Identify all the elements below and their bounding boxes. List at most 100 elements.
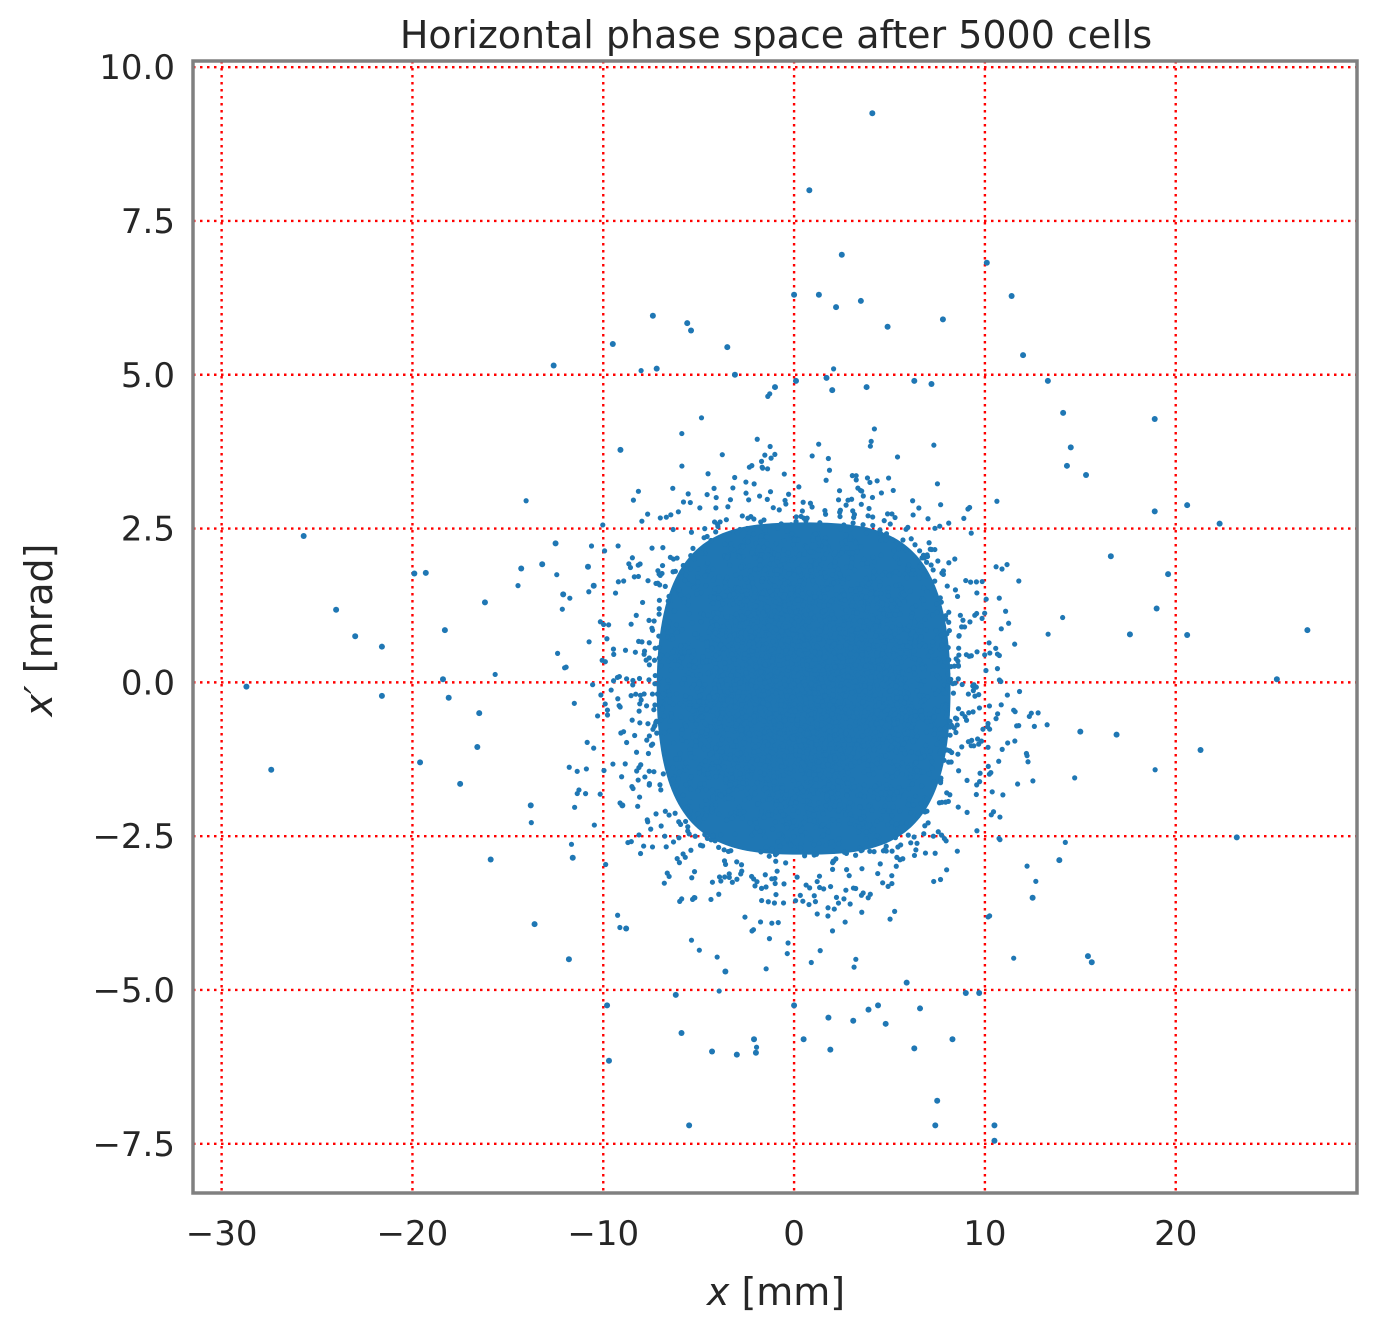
scatter-point (716, 720, 722, 726)
scatter-point (955, 676, 961, 682)
scatter-point (876, 673, 882, 679)
scatter-point (807, 563, 813, 570)
scatter-point (942, 690, 949, 696)
scatter-point (605, 1057, 612, 1064)
scatter-point (733, 1051, 740, 1058)
scatter-point (639, 599, 646, 606)
scatter-point (840, 668, 846, 674)
scatter-point (635, 488, 642, 494)
scatter-point (1035, 710, 1041, 716)
scatter-point (710, 600, 716, 606)
scatter-point (688, 937, 695, 943)
scatter-point (936, 800, 943, 806)
scatter-point (722, 541, 728, 547)
scatter-point (819, 736, 825, 743)
scatter-point (765, 702, 771, 708)
scatter-point (903, 979, 910, 986)
scatter-point (721, 847, 727, 853)
x-axis-label: x [mm] (706, 1270, 845, 1314)
scatter-point (788, 586, 795, 592)
scatter-point (728, 541, 734, 547)
scatter-point (691, 585, 697, 591)
scatter-point (955, 662, 961, 668)
scatter-point (703, 812, 709, 819)
scatter-point (912, 656, 918, 662)
scatter-point (665, 677, 671, 683)
scatter-point (672, 810, 678, 816)
chart-title: Horizontal phase space after 5000 cells (400, 13, 1152, 57)
scatter-point (974, 590, 980, 596)
scatter-point (722, 584, 729, 591)
scatter-point (685, 491, 691, 497)
scatter-point (847, 724, 853, 730)
scatter-point (702, 758, 709, 764)
scatter-point (775, 919, 781, 926)
scatter-point (955, 751, 961, 757)
scatter-point (773, 678, 779, 684)
scatter-point (824, 643, 830, 649)
scatter-point (708, 537, 714, 544)
scatter-point (885, 716, 891, 722)
scatter-point (790, 736, 796, 742)
scatter-point (711, 681, 717, 687)
scatter-point (789, 530, 795, 537)
scatter-point (739, 613, 745, 619)
scatter-point (678, 714, 684, 720)
scatter-point (800, 602, 806, 608)
scatter-point (752, 603, 759, 609)
scatter-point (692, 833, 698, 839)
scatter-point (754, 757, 760, 763)
scatter-point (776, 832, 782, 838)
scatter-point (702, 681, 708, 688)
scatter-point (941, 638, 947, 644)
scatter-point (924, 589, 930, 595)
scatter-point (830, 705, 836, 712)
scatter-point (891, 547, 897, 554)
scatter-point (693, 738, 699, 745)
scatter-point (783, 860, 789, 866)
scatter-point (693, 703, 700, 709)
scatter-point (905, 524, 911, 530)
scatter-point (732, 572, 739, 578)
scatter-point (1153, 605, 1160, 612)
scatter-point (708, 896, 714, 903)
scatter-point (730, 485, 736, 491)
scatter-point (941, 835, 947, 842)
scatter-point (638, 368, 644, 374)
scatter-point (739, 732, 745, 738)
scatter-point (758, 709, 765, 715)
scatter-point (552, 540, 559, 547)
scatter-point (646, 780, 653, 787)
scatter-point (813, 851, 820, 857)
scatter-point (812, 690, 818, 696)
scatter-point (898, 694, 904, 701)
scatter-point (841, 896, 847, 902)
scatter-point (807, 549, 814, 555)
scatter-point (858, 606, 864, 612)
scatter-point (725, 504, 731, 510)
scatter-point (821, 684, 827, 690)
scatter-point (751, 481, 757, 487)
scatter-point (721, 764, 728, 770)
scatter-point (667, 728, 673, 734)
scatter-point (944, 867, 950, 873)
scatter-point (779, 736, 785, 742)
scatter-point (883, 753, 889, 759)
scatter-point (807, 699, 814, 705)
scatter-point (744, 725, 750, 731)
scatter-point (870, 725, 876, 731)
scatter-point (932, 578, 938, 584)
scatter-point (790, 631, 796, 638)
scatter-point (923, 729, 930, 735)
scatter-point (934, 609, 940, 616)
scatter-point (690, 708, 696, 714)
scatter-point (965, 506, 971, 512)
scatter-point (690, 545, 696, 551)
scatter-point (893, 582, 899, 589)
scatter-point (705, 743, 711, 749)
scatter-point (870, 522, 876, 529)
scatter-point (906, 796, 912, 802)
scatter-point (807, 522, 814, 529)
scatter-point (874, 833, 880, 839)
scatter-point (584, 563, 591, 570)
